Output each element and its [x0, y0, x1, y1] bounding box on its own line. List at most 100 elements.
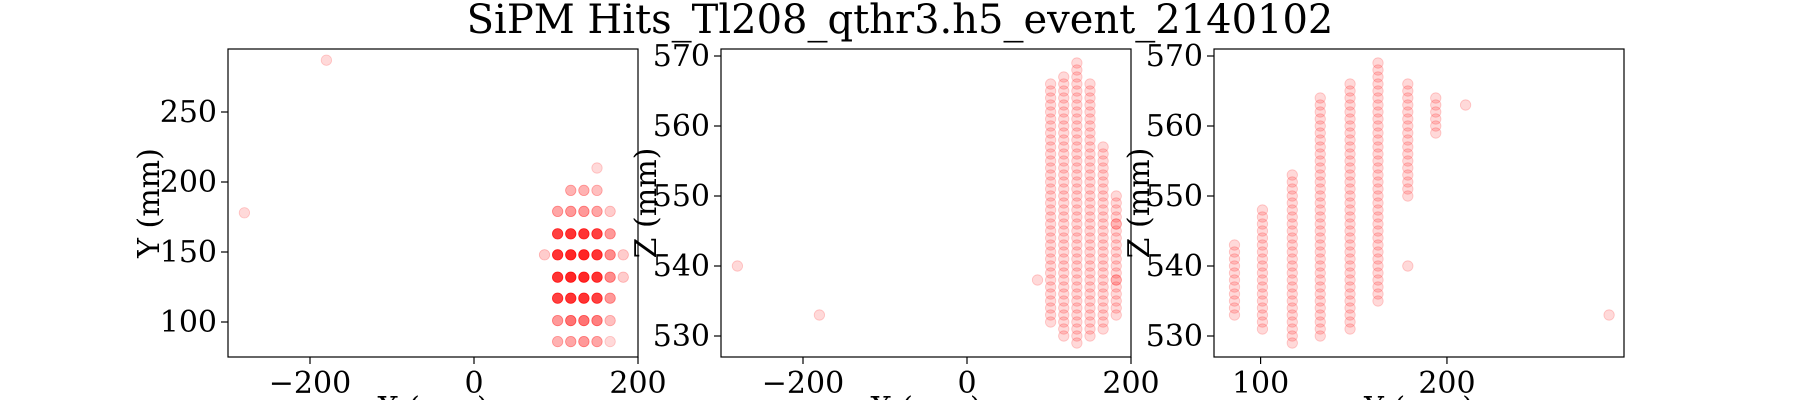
- yz-data-point: [1286, 218, 1298, 230]
- xz-data-point: [1097, 253, 1109, 265]
- xz-data-point: [1058, 99, 1070, 111]
- xz-data-point: [1045, 309, 1057, 321]
- xy-data-point: [617, 249, 629, 261]
- xy-data-point: [552, 228, 564, 240]
- yz-data-point: [1344, 176, 1356, 188]
- yz-data-point: [1344, 92, 1356, 104]
- xz-data-point: [1058, 330, 1070, 342]
- yz-data-point: [1372, 148, 1384, 160]
- xz-data-point: [1097, 309, 1109, 321]
- xz-data-point: [1045, 176, 1057, 188]
- xz-data-point: [1071, 316, 1083, 328]
- yz-data-point: [1286, 190, 1298, 202]
- xy-data-point: [578, 249, 590, 261]
- yz-data-point: [1372, 120, 1384, 132]
- xz-data-point: [1097, 302, 1109, 314]
- xy-x-tick-label: −200: [269, 366, 351, 400]
- xz-data-point: [1045, 120, 1057, 132]
- xy-data-point: [591, 314, 603, 327]
- yz-data-point: [1314, 281, 1326, 293]
- yz-data-point: [1256, 316, 1269, 328]
- yz-data-point: [1344, 197, 1356, 209]
- yz-data-point: [1372, 281, 1384, 293]
- xz-data-point: [1110, 204, 1122, 216]
- yz-data-point: [1402, 155, 1414, 167]
- xz-data-point: [1110, 218, 1122, 230]
- yz-data-point: [1286, 288, 1298, 300]
- yz-data-point: [1372, 232, 1384, 244]
- xz-x-tick-label: 200: [1102, 366, 1159, 400]
- yz-data-point: [1314, 148, 1326, 160]
- xz-y-ticks: 530 540 550 560 570: [653, 39, 721, 354]
- yz-data-point: [1256, 211, 1269, 223]
- yz-data-point: [1344, 253, 1356, 265]
- xz-data-point: [1071, 106, 1083, 118]
- yz-data-point: [1314, 155, 1326, 167]
- yz-data-point: [1603, 309, 1615, 321]
- xz-data-point: [1071, 267, 1083, 279]
- xz-data-point: [1071, 120, 1083, 132]
- yz-data-point: [1402, 106, 1414, 118]
- yz-data-point: [1372, 169, 1384, 181]
- yz-data-point: [1314, 162, 1326, 174]
- xz-data-point: [1084, 323, 1096, 335]
- xz-data-point: [1045, 190, 1057, 202]
- yz-data-point: [1314, 288, 1326, 300]
- xz-data-point: [1084, 113, 1096, 125]
- yz-data-point: [1372, 127, 1384, 139]
- yz-data-point: [1286, 211, 1298, 223]
- xz-data-point: [1071, 274, 1083, 286]
- xz-data-point: [1097, 204, 1109, 216]
- yz-data-point: [1372, 64, 1384, 76]
- xz-data-point: [1084, 232, 1096, 244]
- yz-data-point: [1256, 246, 1269, 258]
- xz-data-point: [1097, 190, 1109, 202]
- yz-data-point: [1314, 267, 1326, 279]
- xz-data-point: [1071, 204, 1083, 216]
- xz-data-point: [1084, 120, 1096, 132]
- xz-data-point: [1110, 302, 1122, 314]
- yz-data-point: [1314, 323, 1326, 335]
- xz-data-point: [1084, 330, 1096, 342]
- panel-xz: −200 0 200 530 540 550 560 570 Z (mm) X (mm): [629, 39, 1160, 400]
- yz-data-point: [1372, 183, 1384, 195]
- xz-data-point: [1110, 281, 1122, 293]
- yz-data-point: [1314, 169, 1326, 181]
- yz-x-tick-label: 200: [1418, 366, 1475, 400]
- yz-data-point: [1286, 295, 1298, 307]
- yz-data-point: [1344, 281, 1356, 293]
- xy-scatter-points: [238, 54, 629, 348]
- xz-axes-frame: [720, 48, 1132, 358]
- yz-data-point: [1314, 176, 1326, 188]
- xz-data-point: [1110, 267, 1122, 279]
- yz-y-tick-label: 540: [1146, 249, 1203, 284]
- xz-data-point: [1071, 57, 1083, 69]
- xz-data-point: [1084, 183, 1096, 195]
- xz-data-point: [1058, 239, 1070, 251]
- xz-data-point: [1071, 127, 1083, 139]
- xz-data-point: [1058, 281, 1070, 293]
- yz-data-point: [1344, 85, 1356, 97]
- xy-x-axis-label: X (mm): [377, 391, 488, 400]
- yz-data-point: [1228, 274, 1241, 286]
- xz-data-point: [1084, 239, 1096, 251]
- xz-data-point: [1071, 85, 1083, 97]
- xz-data-point: [1097, 267, 1109, 279]
- yz-data-point: [1256, 323, 1269, 335]
- xz-data-point: [1045, 106, 1057, 118]
- xz-data-point: [1058, 197, 1070, 209]
- xz-data-point: [731, 260, 744, 272]
- xz-data-point: [1084, 295, 1096, 307]
- xz-data-point: [1071, 239, 1083, 251]
- xz-data-point: [1084, 267, 1096, 279]
- xz-data-point: [1084, 204, 1096, 216]
- xz-data-point: [1058, 295, 1070, 307]
- yz-data-point: [1372, 246, 1384, 258]
- xz-data-point: [1058, 309, 1070, 321]
- yz-data-point: [1314, 330, 1326, 342]
- yz-data-point: [1344, 309, 1356, 321]
- yz-data-point: [1314, 190, 1326, 202]
- yz-data-point: [1286, 274, 1298, 286]
- xz-data-point: [1110, 190, 1122, 202]
- xy-data-point: [591, 228, 603, 240]
